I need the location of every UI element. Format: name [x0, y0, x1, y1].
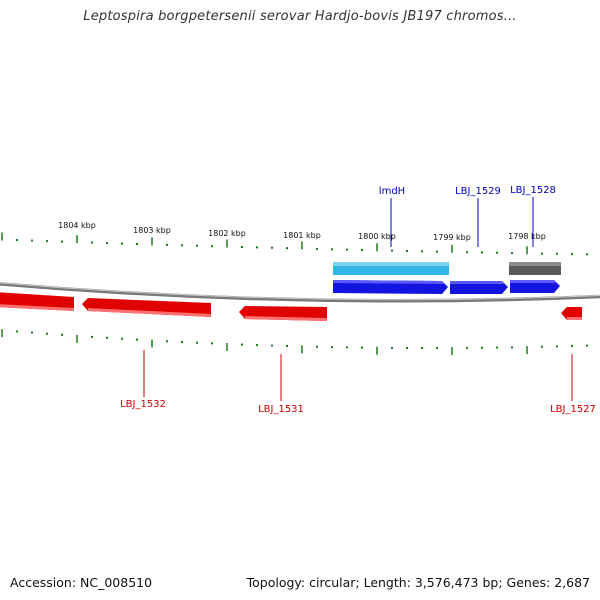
gene-arrow-lbj-1528[interactable] [510, 280, 560, 293]
gene-arrow-lbj-1529[interactable] [450, 281, 508, 294]
scale-label-1801: 1801 kbp [283, 231, 321, 240]
gene-label-lbj-1529[interactable]: LBJ_1529 [455, 186, 501, 197]
scale-label-1800: 1800 kbp [358, 232, 396, 241]
gene-label-lbj-1527[interactable]: LBJ_1527 [550, 404, 596, 415]
gene-label-lbj-1532[interactable]: LBJ_1532 [120, 399, 166, 410]
gene-label-lbj-1528[interactable]: LBJ_1528 [510, 185, 556, 196]
reverse-gene-track [0, 292, 582, 321]
scale-labels: 1804 kbp 1803 kbp 1802 kbp 1801 kbp 1800… [58, 221, 546, 242]
accession-text: Accession: NC_008510 [10, 575, 153, 590]
bottom-gene-labels: LBJ_1532 LBJ_1531 LBJ_1527 [120, 350, 596, 415]
map-title: Leptospira borgpetersenii serovar Hardjo… [83, 9, 517, 24]
scale-label-1803: 1803 kbp [133, 226, 171, 235]
scale-label-1798: 1798 kbp [508, 232, 546, 241]
scale-label-1802: 1802 kbp [208, 229, 246, 238]
gene-label-lbj-1531[interactable]: LBJ_1531 [258, 404, 304, 415]
bottom-tick-row [1, 329, 588, 355]
top-gene-labels: lmdH LBJ_1529 LBJ_1528 [379, 185, 556, 247]
forward-gene-track [333, 280, 560, 294]
gene-arrow-lbj-1527[interactable] [561, 307, 582, 320]
top-tick-row [1, 232, 588, 256]
genome-summary-text: Topology: circular; Length: 3,576,473 bp… [246, 575, 590, 590]
outer-feature-track [333, 262, 561, 275]
scale-label-1804: 1804 kbp [58, 221, 96, 230]
chromosome-backbone [0, 282, 600, 303]
gene-label-lmdh[interactable]: lmdH [379, 186, 405, 197]
scale-label-1799: 1799 kbp [433, 233, 471, 242]
